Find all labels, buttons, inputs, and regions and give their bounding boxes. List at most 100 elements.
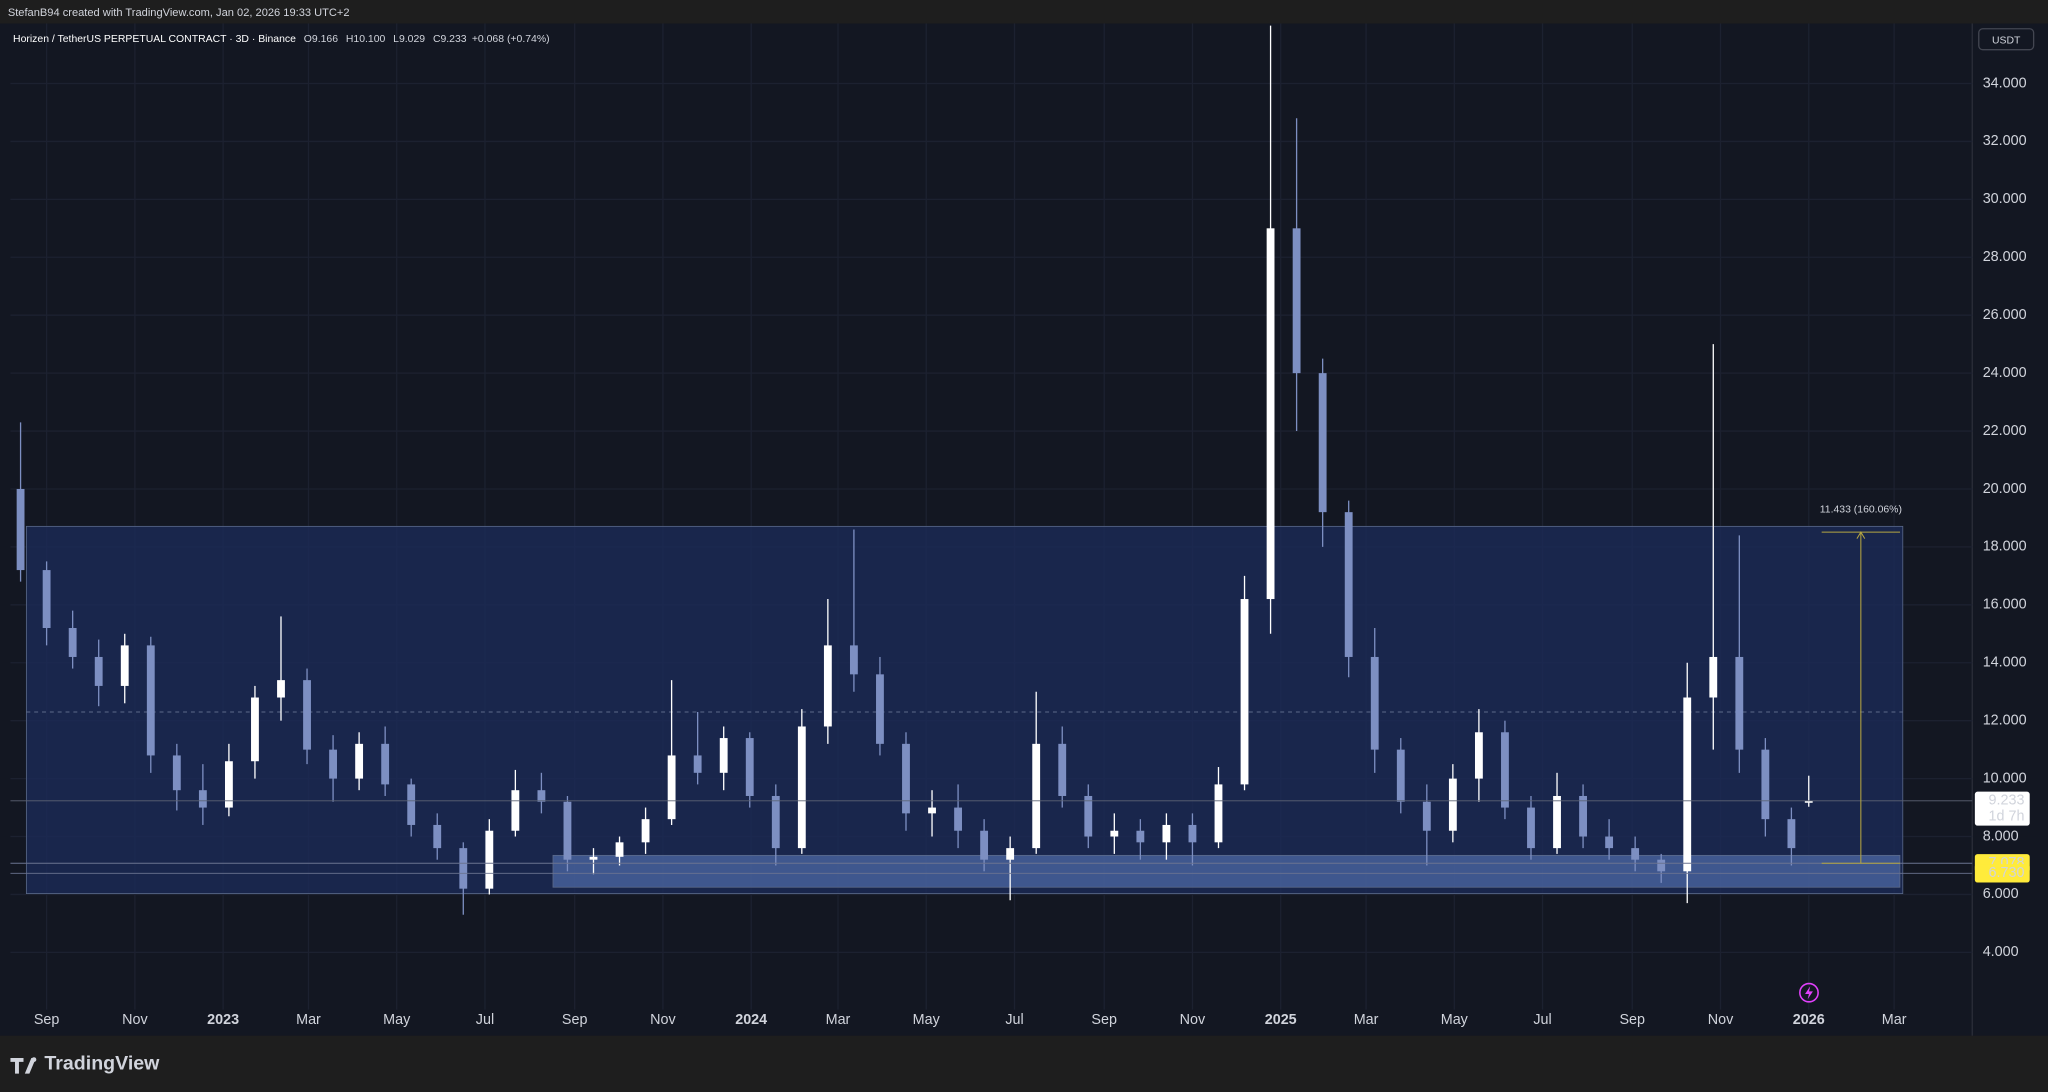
x-tick-label: 2025 bbox=[1265, 1012, 1297, 1028]
candle-body bbox=[94, 656, 103, 686]
x-tick-label: May bbox=[383, 1012, 411, 1028]
candle-body bbox=[303, 680, 311, 750]
candle-body bbox=[1761, 749, 1770, 820]
x-tick-label: 2026 bbox=[1793, 1012, 1825, 1028]
candle-body bbox=[589, 856, 598, 860]
candle-body bbox=[172, 755, 181, 791]
x-tick-label: 2024 bbox=[735, 1012, 767, 1028]
candle-body bbox=[42, 570, 51, 629]
y-tick-label: 6.000 bbox=[1983, 886, 2019, 902]
candle-body bbox=[876, 674, 884, 744]
measure-arrow bbox=[1856, 531, 1866, 539]
footer-bar bbox=[0, 1035, 2048, 1092]
candle-body bbox=[1474, 732, 1483, 779]
y-tick-label: 20.000 bbox=[1983, 481, 2027, 497]
legend-open: O9.166 bbox=[304, 34, 338, 45]
y-tick-label: 24.000 bbox=[1983, 365, 2027, 381]
x-tick-label: Sep bbox=[1091, 1012, 1117, 1028]
price-badge-label: 6.730 bbox=[1989, 865, 2025, 881]
candle-body bbox=[1709, 656, 1718, 698]
y-tick-label: 18.000 bbox=[1983, 539, 2027, 555]
footer-brand: TradingView bbox=[44, 1053, 160, 1075]
x-tick-label: May bbox=[1441, 1012, 1469, 1028]
candle-body bbox=[1110, 830, 1119, 837]
candle-body bbox=[1501, 732, 1509, 808]
candle-body bbox=[68, 628, 77, 657]
candle-body bbox=[667, 755, 676, 820]
candles bbox=[16, 25, 1813, 915]
legend: Horizen / TetherUS PERPETUAL CONTRACT · … bbox=[13, 34, 550, 45]
candle-body bbox=[1448, 778, 1457, 831]
candle-body bbox=[1735, 656, 1744, 750]
alert-icon[interactable] bbox=[1799, 982, 1819, 1003]
candle-body bbox=[485, 830, 494, 889]
candle-body bbox=[277, 680, 285, 698]
legend-close: C9.233 bbox=[433, 34, 467, 45]
y-tick-label: 16.000 bbox=[1983, 597, 2027, 613]
candle-body bbox=[641, 819, 650, 843]
x-tick-label: Mar bbox=[826, 1012, 851, 1028]
candle-body bbox=[1214, 784, 1223, 843]
candle-body bbox=[954, 807, 962, 831]
x-tick-label: Jul bbox=[1533, 1012, 1551, 1028]
candle-body bbox=[1579, 795, 1587, 837]
candle-body bbox=[1370, 656, 1379, 750]
candle-body bbox=[511, 790, 520, 831]
x-tick-label: Jul bbox=[1005, 1012, 1023, 1028]
x-tick-label: Sep bbox=[1619, 1012, 1645, 1028]
candle-body bbox=[1006, 848, 1015, 860]
candle-body bbox=[1240, 599, 1249, 785]
x-tick-label: Mar bbox=[296, 1012, 321, 1028]
candle-body bbox=[797, 726, 806, 849]
y-tick-label: 12.000 bbox=[1983, 712, 2027, 728]
x-tick-label: Sep bbox=[562, 1012, 588, 1028]
y-tick-label: 8.000 bbox=[1983, 828, 2019, 844]
y-tick-label: 30.000 bbox=[1983, 191, 2027, 207]
price-badge bbox=[1974, 791, 2030, 826]
candle-body bbox=[563, 801, 572, 860]
candle-body bbox=[1136, 830, 1145, 843]
logo-icon bbox=[10, 1057, 37, 1074]
x-tick-label: Jul bbox=[476, 1012, 494, 1028]
y-tick-label: 4.000 bbox=[1983, 944, 2019, 960]
x-tick-label: May bbox=[913, 1012, 941, 1028]
candle-body bbox=[198, 790, 207, 808]
header-text: StefanB94 created with TradingView.com, … bbox=[8, 7, 350, 19]
x-tick-label: Mar bbox=[1882, 1012, 1907, 1028]
currency-box[interactable] bbox=[1978, 28, 2035, 51]
candle-body bbox=[224, 761, 233, 808]
zone bbox=[552, 854, 1901, 888]
candle-body bbox=[1344, 512, 1353, 657]
x-tick-label: Nov bbox=[1180, 1012, 1206, 1028]
candle-body bbox=[251, 697, 259, 762]
candle-body bbox=[1266, 228, 1275, 600]
candle-body bbox=[537, 790, 546, 802]
candle-body bbox=[1292, 228, 1301, 374]
candle-body bbox=[1162, 824, 1171, 843]
candle-body bbox=[849, 645, 858, 675]
x-tick-label: Sep bbox=[34, 1012, 60, 1028]
zones bbox=[25, 525, 1904, 894]
currency[interactable]: USDT bbox=[1992, 35, 2021, 46]
candle-body bbox=[823, 645, 832, 727]
candle-body bbox=[1318, 373, 1327, 513]
candle-body bbox=[1631, 848, 1640, 860]
y-tick-label: 14.000 bbox=[1983, 655, 2027, 671]
legend-change: +0.068 (+0.74%) bbox=[472, 34, 550, 45]
candle-body bbox=[1787, 819, 1796, 849]
candle-body bbox=[381, 743, 390, 785]
candle-body bbox=[1657, 859, 1666, 872]
alert-bolt bbox=[1805, 986, 1813, 1000]
candle-body bbox=[1605, 836, 1614, 849]
candle-body bbox=[928, 807, 936, 814]
x-tick-label: 2023 bbox=[207, 1012, 239, 1028]
candle-body bbox=[1683, 697, 1692, 872]
candle-body bbox=[902, 743, 910, 814]
price-badge-label: 9.233 bbox=[1989, 793, 2025, 809]
candle-body bbox=[1396, 749, 1405, 802]
candle-body bbox=[407, 784, 416, 825]
candle-body bbox=[745, 738, 754, 796]
